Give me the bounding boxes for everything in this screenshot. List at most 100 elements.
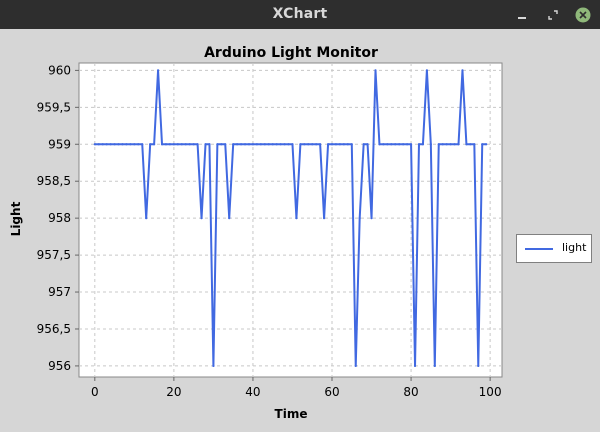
data-point bbox=[169, 143, 171, 145]
data-point bbox=[355, 365, 357, 367]
data-point bbox=[283, 143, 285, 145]
data-point bbox=[256, 143, 258, 145]
data-point bbox=[414, 365, 416, 367]
data-point bbox=[351, 143, 353, 145]
y-axis-label: Light bbox=[9, 201, 23, 236]
data-point bbox=[173, 143, 175, 145]
data-point bbox=[390, 143, 392, 145]
data-point bbox=[260, 143, 262, 145]
data-point bbox=[200, 217, 202, 219]
y-tick-label: 957,5 bbox=[37, 248, 71, 262]
y-tick-label: 956 bbox=[48, 359, 71, 373]
window-title: XChart bbox=[0, 6, 600, 22]
data-point bbox=[446, 143, 448, 145]
data-point bbox=[311, 143, 313, 145]
data-point bbox=[252, 143, 254, 145]
data-point bbox=[378, 143, 380, 145]
y-tick-label: 958 bbox=[48, 211, 71, 225]
data-point bbox=[347, 143, 349, 145]
data-point bbox=[189, 143, 191, 145]
data-point bbox=[307, 143, 309, 145]
x-tick-label: 40 bbox=[245, 385, 260, 399]
y-tick-label: 956,5 bbox=[37, 322, 71, 336]
data-point bbox=[422, 143, 424, 145]
data-point bbox=[382, 143, 384, 145]
y-tick-label: 957 bbox=[48, 285, 71, 299]
data-point bbox=[457, 143, 459, 145]
data-point bbox=[418, 143, 420, 145]
data-point bbox=[264, 143, 266, 145]
legend-label-light: light bbox=[562, 241, 586, 254]
data-point bbox=[165, 143, 167, 145]
data-point bbox=[137, 143, 139, 145]
x-tick-label: 60 bbox=[324, 385, 339, 399]
data-point bbox=[477, 365, 479, 367]
data-point bbox=[366, 143, 368, 145]
data-point bbox=[117, 143, 119, 145]
data-point bbox=[343, 143, 345, 145]
data-point bbox=[280, 143, 282, 145]
data-point bbox=[291, 143, 293, 145]
data-point bbox=[177, 143, 179, 145]
data-point bbox=[161, 143, 163, 145]
data-point bbox=[430, 143, 432, 145]
data-point bbox=[141, 143, 143, 145]
data-point bbox=[386, 143, 388, 145]
data-point bbox=[335, 143, 337, 145]
data-point bbox=[450, 143, 452, 145]
data-point bbox=[303, 143, 305, 145]
data-point bbox=[398, 143, 400, 145]
data-point bbox=[208, 143, 210, 145]
x-tick-label: 100 bbox=[479, 385, 502, 399]
chart-svg: Arduino Light Monitor 0 20 40 60 80 100 956 956… bbox=[0, 29, 600, 428]
maximize-icon[interactable] bbox=[545, 7, 561, 23]
y-tick-label: 959,5 bbox=[37, 100, 71, 114]
data-point bbox=[453, 143, 455, 145]
data-point bbox=[461, 69, 463, 71]
data-point bbox=[113, 143, 115, 145]
data-point bbox=[185, 143, 187, 145]
data-point bbox=[204, 143, 206, 145]
data-point bbox=[106, 143, 108, 145]
data-point bbox=[98, 143, 100, 145]
x-tick-label: 20 bbox=[166, 385, 181, 399]
data-point bbox=[268, 143, 270, 145]
minimize-icon[interactable] bbox=[514, 7, 530, 23]
data-point bbox=[327, 143, 329, 145]
plot-area bbox=[79, 63, 502, 377]
data-point bbox=[157, 69, 159, 71]
data-point bbox=[236, 143, 238, 145]
data-point bbox=[212, 365, 214, 367]
data-point bbox=[193, 143, 195, 145]
data-point bbox=[216, 143, 218, 145]
data-point bbox=[149, 143, 151, 145]
data-point bbox=[153, 143, 155, 145]
legend: light bbox=[516, 234, 592, 263]
data-point bbox=[359, 217, 361, 219]
data-point bbox=[110, 143, 112, 145]
data-point bbox=[224, 143, 226, 145]
data-point bbox=[331, 143, 333, 145]
title-bar[interactable]: XChart bbox=[0, 0, 600, 29]
data-point bbox=[370, 217, 372, 219]
data-point bbox=[481, 143, 483, 145]
data-point bbox=[125, 143, 127, 145]
data-point bbox=[434, 365, 436, 367]
chart-area: Arduino Light Monitor 0 20 40 60 80 100 956 956… bbox=[0, 29, 600, 428]
data-point bbox=[240, 143, 242, 145]
data-point bbox=[121, 143, 123, 145]
y-tick-label: 958,5 bbox=[37, 174, 71, 188]
data-point bbox=[469, 143, 471, 145]
data-point bbox=[295, 217, 297, 219]
data-point bbox=[394, 143, 396, 145]
data-point bbox=[133, 143, 135, 145]
close-icon[interactable] bbox=[575, 7, 591, 23]
data-point bbox=[363, 143, 365, 145]
data-point bbox=[319, 143, 321, 145]
data-point bbox=[276, 143, 278, 145]
data-point bbox=[94, 143, 96, 145]
data-point bbox=[473, 143, 475, 145]
data-point bbox=[315, 143, 317, 145]
y-tick-label: 960 bbox=[48, 63, 71, 77]
